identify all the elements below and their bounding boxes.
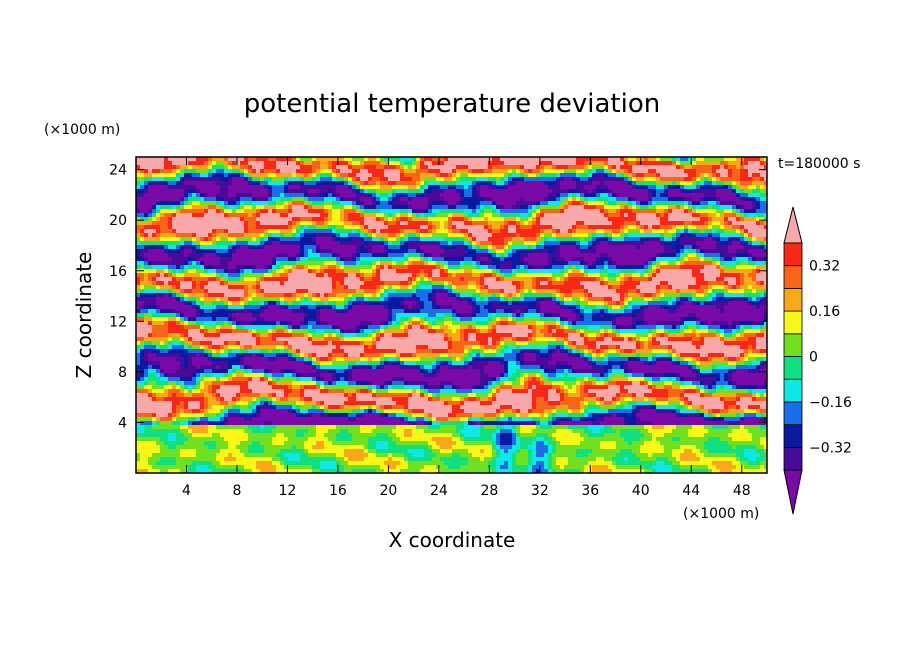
- plot-frame: [135, 156, 768, 474]
- colorbar-tick-label: −0.32: [809, 440, 852, 456]
- x-tick-label: 4: [182, 483, 191, 499]
- colorbar-bin: [783, 242, 803, 267]
- colorbar-bin: [783, 333, 803, 357]
- colorbar-bin: [783, 265, 803, 289]
- y-tick-label: 8: [118, 365, 127, 381]
- x-tick-label: 20: [379, 483, 397, 499]
- colorbar-bin: [783, 446, 803, 471]
- chart-title: potential temperature deviation: [244, 89, 660, 119]
- colorbar-bin: [783, 287, 803, 312]
- y-axis-ticks: 4 8 12 16 20 24: [109, 163, 767, 431]
- colorbar-tick-label: 0.16: [809, 304, 840, 320]
- x-tick-label: 24: [430, 483, 448, 499]
- y-unit-label: (×1000 m): [44, 122, 120, 138]
- contour-field: [136, 157, 767, 473]
- x-tick-label: 48: [733, 483, 751, 499]
- x-tick-label: 8: [232, 483, 241, 499]
- colorbar-bin: [783, 424, 803, 448]
- x-axis-ticks: 4 8 12 16 20 24 28 32 36 40 44 48: [182, 157, 751, 499]
- x-unit-label: (×1000 m): [683, 506, 759, 522]
- colorbar-bin: [783, 310, 803, 335]
- x-tick-label: 44: [682, 483, 700, 499]
- y-tick-label: 12: [109, 314, 127, 330]
- x-tick-label: 28: [480, 483, 498, 499]
- y-tick-label: 16: [109, 264, 127, 280]
- colorbar-bin: [783, 378, 803, 403]
- colorbar-tick-label: 0: [809, 350, 818, 366]
- colorbar: 0.32 0.16 0 −0.16 −0.32: [783, 206, 852, 515]
- y-tick-label: 20: [109, 213, 127, 229]
- x-tick-label: 16: [329, 483, 347, 499]
- x-tick-label: 12: [279, 483, 297, 499]
- y-axis-label: Z coordinate: [72, 252, 96, 379]
- colorbar-bin: [783, 401, 803, 425]
- x-tick-label: 32: [531, 483, 549, 499]
- x-tick-label: 36: [581, 483, 599, 499]
- colorbar-bin: [783, 356, 803, 380]
- colorbar-tick-label: −0.16: [809, 395, 852, 411]
- colorbar-tick-label: 0.32: [809, 259, 840, 275]
- x-axis-label: X coordinate: [389, 528, 516, 552]
- x-tick-label: 40: [632, 483, 650, 499]
- y-tick-label: 24: [109, 163, 127, 179]
- time-label: t=180000 s: [778, 156, 860, 172]
- y-tick-label: 4: [118, 415, 127, 431]
